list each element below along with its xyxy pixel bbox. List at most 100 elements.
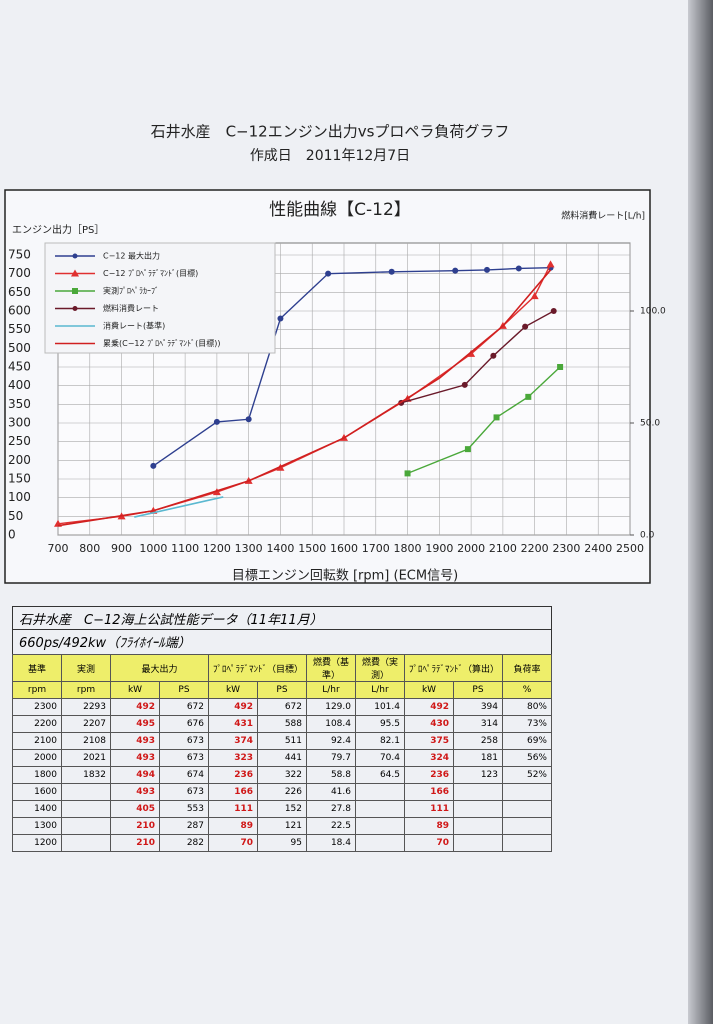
y-tick-label: 400 (8, 378, 31, 392)
x-tick-label: 1500 (298, 542, 326, 555)
point (213, 418, 220, 425)
table-cell: 210 (110, 817, 160, 835)
table-cell: 394 (453, 698, 503, 716)
table-cell: kW (404, 681, 454, 699)
point (464, 446, 471, 453)
x-tick-label: 1300 (235, 542, 263, 555)
table-cell: 553 (159, 800, 209, 818)
legend-marker (72, 306, 78, 311)
table-cell: 430 (404, 715, 454, 733)
table-title: 石井水産 C−12海上公試性能データ（11年11月） (12, 606, 552, 629)
y-axis-label: エンジン出力［PS］ (12, 223, 104, 236)
table-cell: 95 (257, 834, 307, 852)
y-tick-label: 250 (8, 434, 31, 448)
table-cell: 314 (453, 715, 503, 733)
table-cell: PS (159, 681, 209, 699)
table-cell (61, 783, 111, 801)
table-cell: 1200 (12, 834, 62, 852)
x-tick-label: 2300 (552, 542, 580, 555)
table-cell: 1800 (12, 766, 62, 784)
table-cell: 236 (404, 766, 454, 784)
y-tick-label: 550 (8, 322, 31, 336)
table-cell (355, 834, 405, 852)
point (525, 393, 532, 400)
table-cell: 2293 (61, 698, 111, 716)
table-cell: 73% (502, 715, 552, 733)
legend-label: 実測ﾌﾟﾛﾍﾟﾗｶｰﾌﾞ (103, 286, 159, 296)
table-cell: 493 (110, 732, 160, 750)
data-table: 石井水産 C−12海上公試性能データ（11年11月） 660ps/492kw（ﾌ… (12, 606, 552, 852)
table-cell: % (502, 681, 552, 699)
table-cell: 181 (453, 749, 503, 767)
table-cell: 実測 (61, 654, 111, 682)
table-cell: 494 (110, 766, 160, 784)
point (277, 315, 284, 322)
table-cell: 69% (502, 732, 552, 750)
table-cell: 672 (159, 698, 209, 716)
point (388, 268, 395, 275)
table-row: rpm rpm kW PS kW PS L/hr L/hr kW PS% (12, 681, 552, 699)
table-cell: 56% (502, 749, 552, 767)
table-cell: ﾌﾟﾛﾍﾟﾗﾃﾞﾏﾝﾄﾞ（目標） (208, 654, 307, 682)
table-cell: 673 (159, 732, 209, 750)
table-cell: 111 (208, 800, 258, 818)
x-axis-label: 目標エンジン回転数 [rpm] (ECM信号) (232, 569, 458, 584)
table-cell: 166 (404, 783, 454, 801)
table-cell: 236 (208, 766, 258, 784)
x-tick-label: 1400 (266, 542, 294, 555)
table-cell: 92.4 (306, 732, 356, 750)
table-cell: kW (208, 681, 258, 699)
x-tick-label: 2500 (616, 542, 644, 555)
y2-axis-label: 燃料消費レート[L/h] (561, 210, 645, 222)
legend-marker (72, 253, 78, 259)
table-cell: 324 (404, 749, 454, 767)
table-grid: 基準 実測 最大出力 ﾌﾟﾛﾍﾟﾗﾃﾞﾏﾝﾄﾞ（目標） 燃費（基準） 燃費（実測） ﾌﾟﾛﾍ… (12, 654, 552, 852)
table-cell (453, 783, 503, 801)
doc-date: 作成日 2011年12月7日 (250, 148, 410, 164)
table-cell: ﾌﾟﾛﾍﾟﾗﾃﾞﾏﾝﾄﾞ（算出） (404, 654, 503, 682)
table-cell: 493 (110, 783, 160, 801)
table-cell: 最大出力 (110, 654, 209, 682)
x-tick-label: 900 (111, 542, 132, 555)
table-cell: 80% (502, 698, 552, 716)
table-cell: 111 (404, 800, 454, 818)
table-cell (502, 800, 552, 818)
point (245, 416, 252, 423)
x-tick-label: 2200 (521, 542, 549, 555)
point (461, 381, 468, 388)
table-cell: 2207 (61, 715, 111, 733)
table-cell: 123 (453, 766, 503, 784)
x-tick-label: 1100 (171, 542, 199, 555)
table-cell: 121 (257, 817, 307, 835)
table-cell: 108.4 (306, 715, 356, 733)
table-cell: 101.4 (355, 698, 405, 716)
x-tick-label: 1600 (330, 542, 358, 555)
y-tick-label: 600 (8, 304, 31, 318)
table-row: 2200 2207 495 676 431 588 108.4 95.5 430 314 73% (12, 715, 552, 733)
x-tick-label: 1200 (203, 542, 231, 555)
y-tick-label: 500 (8, 341, 31, 355)
table-cell (453, 817, 503, 835)
table-cell: 22.5 (306, 817, 356, 835)
table-cell: 492 (110, 698, 160, 716)
table-cell: 441 (257, 749, 307, 767)
table-cell: rpm (61, 681, 111, 699)
table-cell: 2000 (12, 749, 62, 767)
table-cell: 672 (257, 698, 307, 716)
doc-title: 石井水産 C−12エンジン出力vsプロペラ負荷グラフ (151, 123, 510, 141)
y2-tick-label: 50.0 (640, 419, 660, 429)
table-row: 1400 405 553 111 152 27.8 111 (12, 800, 552, 818)
point (484, 266, 490, 273)
legend-label: 累乗(C−12 ﾌﾟﾛﾍﾟﾗﾃﾞﾏﾝﾄﾞ(目標)) (103, 338, 221, 348)
table-cell: 2300 (12, 698, 62, 716)
table-row: 1200 210 282 70 95 18.4 70 (12, 834, 552, 852)
x-tick-label: 1700 (362, 542, 390, 555)
table-cell: 70.4 (355, 749, 405, 767)
x-tick-label: 700 (48, 542, 69, 555)
table-cell: 2200 (12, 715, 62, 733)
table-cell (502, 783, 552, 801)
table-cell: 674 (159, 766, 209, 784)
table-cell (61, 800, 111, 818)
table-cell: 52% (502, 766, 552, 784)
